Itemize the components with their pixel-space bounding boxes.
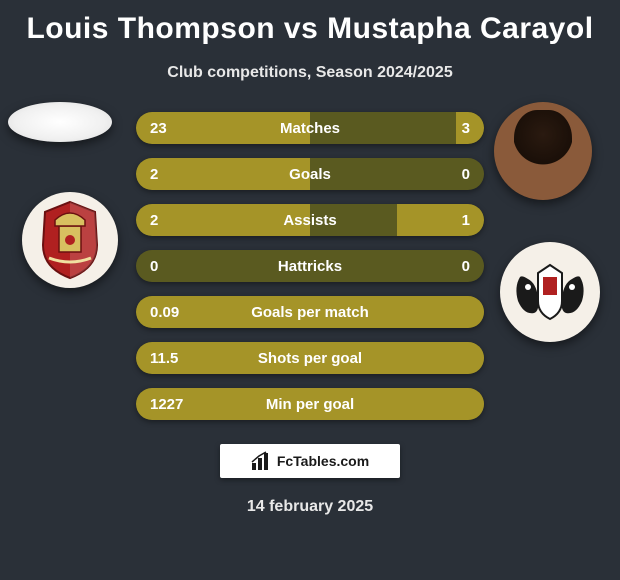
stat-row: 0 Hattricks 0 [136,250,484,282]
stat-row: 0.09 Goals per match [136,296,484,328]
crest-left-icon [35,200,105,280]
stat-value-right: 3 [462,120,470,137]
date-caption: 14 february 2025 [0,498,620,516]
stat-row: 23 Matches 3 [136,112,484,144]
stat-row: 2 Goals 0 [136,158,484,190]
stat-row: 11.5 Shots per goal [136,342,484,374]
branding-text: FcTables.com [277,453,369,469]
stat-label: Shots per goal [258,350,362,367]
stat-value-left: 0.09 [150,304,179,321]
stat-value-left: 11.5 [150,350,178,367]
chart-icon [251,451,273,471]
stat-row: 2 Assists 1 [136,204,484,236]
stat-fill-right [397,204,484,236]
stat-value-left: 0 [150,258,158,275]
club-left-crest [22,192,118,288]
subtitle: Club competitions, Season 2024/2025 [0,64,620,82]
stat-label: Min per goal [266,396,354,413]
stat-label: Matches [280,120,340,137]
club-right-crest [500,242,600,342]
stat-label: Goals [289,166,331,183]
crest-right-icon [510,257,590,327]
comparison-panel: 23 Matches 3 2 Goals 0 2 Assists 1 0 Hat… [0,112,620,516]
player-right-avatar [494,102,592,200]
stat-row: 1227 Min per goal [136,388,484,420]
stat-value-left: 2 [150,166,158,183]
stat-value-right: 1 [462,212,470,229]
stat-label: Assists [283,212,336,229]
stat-label: Goals per match [251,304,369,321]
stat-label: Hattricks [278,258,342,275]
stat-value-left: 23 [150,120,167,137]
stat-value-right: 0 [462,258,470,275]
branding-badge[interactable]: FcTables.com [220,444,400,478]
stat-value-left: 1227 [150,396,183,413]
page-title: Louis Thompson vs Mustapha Carayol [0,0,620,46]
player-left-avatar [8,102,112,142]
stats-list: 23 Matches 3 2 Goals 0 2 Assists 1 0 Hat… [136,112,484,420]
stat-value-left: 2 [150,212,158,229]
stat-value-right: 0 [462,166,470,183]
stat-fill-right [456,112,484,144]
stat-fill-left [136,158,310,190]
